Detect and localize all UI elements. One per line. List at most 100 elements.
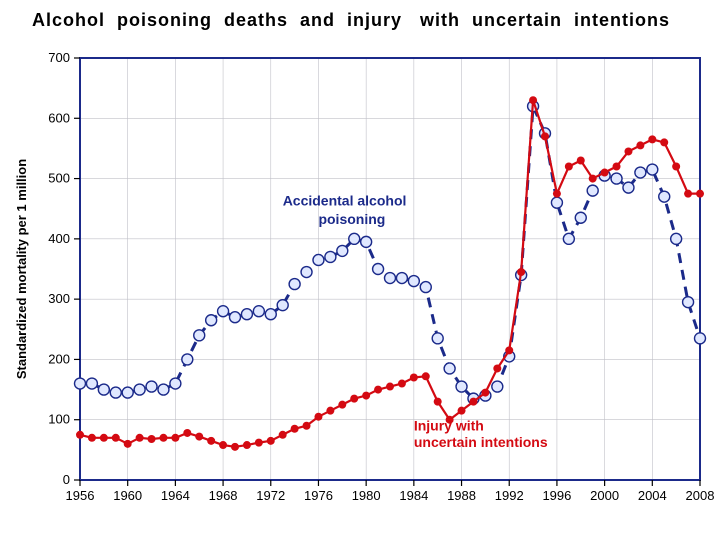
series-marker [481, 389, 489, 397]
series-marker [647, 164, 658, 175]
series-marker [110, 387, 121, 398]
series-marker [589, 175, 597, 183]
y-tick-label: 400 [48, 231, 70, 246]
series-marker [88, 434, 96, 442]
series-marker [493, 364, 501, 372]
series-marker [76, 431, 84, 439]
series-marker [683, 297, 694, 308]
series-marker [587, 185, 598, 196]
series-label: uncertain intentions [414, 434, 548, 450]
series-marker [362, 392, 370, 400]
x-tick-label: 1984 [399, 488, 428, 503]
series-marker [636, 141, 644, 149]
series-marker [396, 273, 407, 284]
series-marker [219, 441, 227, 449]
y-tick-label: 0 [63, 472, 70, 487]
x-tick-label: 1972 [256, 488, 285, 503]
series-marker [267, 437, 275, 445]
series-marker [469, 398, 477, 406]
y-tick-label: 700 [48, 50, 70, 65]
series-marker [410, 374, 418, 382]
series-marker [241, 309, 252, 320]
x-tick-label: 1976 [304, 488, 333, 503]
series-marker [86, 378, 97, 389]
series-marker [183, 429, 191, 437]
series-marker [148, 435, 156, 443]
x-tick-label: 2004 [638, 488, 667, 503]
x-tick-label: 1956 [66, 488, 95, 503]
series-marker [505, 346, 513, 354]
series-marker [444, 363, 455, 374]
series-marker [75, 378, 86, 389]
series-marker [434, 398, 442, 406]
series-marker [171, 434, 179, 442]
series-marker [373, 264, 384, 275]
series-marker [291, 425, 299, 433]
series-label: Injury with [414, 418, 484, 434]
series-marker [374, 386, 382, 394]
series-marker [577, 156, 585, 164]
series-marker [231, 443, 239, 451]
x-tick-label: 1968 [209, 488, 238, 503]
series-marker [456, 381, 467, 392]
x-tick-label: 1960 [113, 488, 142, 503]
series-marker [326, 407, 334, 415]
series-marker [146, 381, 157, 392]
series-marker [659, 191, 670, 202]
series-marker [122, 387, 133, 398]
series-marker [361, 236, 372, 247]
series-marker [565, 163, 573, 171]
series-marker [623, 182, 634, 193]
series-marker [563, 233, 574, 244]
series-marker [529, 96, 537, 104]
y-axis-label: Standardized mortality per 1 million [14, 159, 29, 379]
x-tick-label: 1992 [495, 488, 524, 503]
series-marker [492, 381, 503, 392]
y-tick-label: 300 [48, 291, 70, 306]
series-marker [575, 212, 586, 223]
series-marker [648, 135, 656, 143]
series-marker [98, 384, 109, 395]
series-marker [158, 384, 169, 395]
series-marker [170, 378, 181, 389]
series-marker [100, 434, 108, 442]
series-marker [695, 333, 706, 344]
series-marker [671, 233, 682, 244]
series-label: Accidental alcohol [283, 193, 407, 209]
series-marker [303, 422, 311, 430]
series-marker [136, 434, 144, 442]
series-marker [218, 306, 229, 317]
y-tick-label: 600 [48, 110, 70, 125]
series-marker [134, 384, 145, 395]
series-marker [301, 267, 312, 278]
series-marker [684, 190, 692, 198]
series-marker [337, 245, 348, 256]
series-marker [611, 173, 622, 184]
series-marker [124, 440, 132, 448]
series-marker [350, 395, 358, 403]
series-marker [420, 282, 431, 293]
series-marker [194, 330, 205, 341]
series-marker [279, 431, 287, 439]
series-marker [408, 276, 419, 287]
series-marker [195, 433, 203, 441]
series-marker [325, 251, 336, 262]
y-tick-label: 100 [48, 412, 70, 427]
series-marker [551, 197, 562, 208]
series-marker [112, 434, 120, 442]
series-marker [230, 312, 241, 323]
x-tick-label: 1980 [352, 488, 381, 503]
series-marker [314, 413, 322, 421]
series-marker [398, 380, 406, 388]
x-tick-label: 1996 [542, 488, 571, 503]
series-marker [432, 333, 443, 344]
series-marker [255, 439, 263, 447]
series-marker [338, 401, 346, 409]
x-tick-label: 1988 [447, 488, 476, 503]
series-marker [265, 309, 276, 320]
series-marker [517, 268, 525, 276]
series-marker [613, 163, 621, 171]
series-marker [624, 147, 632, 155]
series-marker [635, 167, 646, 178]
series-marker [206, 315, 217, 326]
